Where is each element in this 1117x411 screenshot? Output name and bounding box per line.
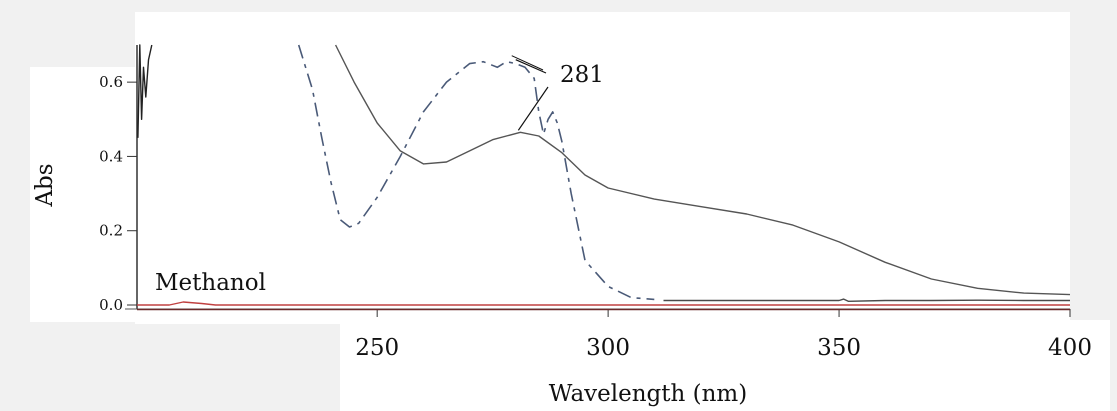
methanol-label: Methanol bbox=[155, 270, 266, 296]
series-line-3 bbox=[137, 44, 153, 138]
series-line-1 bbox=[297, 44, 655, 301]
annotation-peak-label: 281 bbox=[560, 62, 604, 88]
annotation-leader-dashed bbox=[515, 59, 547, 74]
annotation-layer: 281 Methanol bbox=[150, 55, 614, 296]
annotation-label-box bbox=[556, 58, 614, 88]
y-tick-label: 0.6 bbox=[99, 73, 123, 91]
methanol-label-box bbox=[150, 264, 330, 296]
y-tick-label: 0.2 bbox=[99, 222, 123, 240]
annotation-leader-dashed-2 bbox=[511, 55, 544, 71]
x-tick-label: 400 bbox=[1048, 335, 1092, 361]
x-axis-label: Wavelength (nm) bbox=[549, 381, 747, 407]
x-tick-label: 300 bbox=[586, 335, 630, 361]
x-tick-label: 250 bbox=[355, 335, 399, 361]
series-line-5 bbox=[137, 301, 1070, 306]
series-line-4 bbox=[663, 298, 1070, 302]
x-axis-panel bbox=[340, 320, 1110, 411]
y-tick-label: 0.4 bbox=[99, 147, 123, 165]
series-layer bbox=[137, 44, 1071, 311]
y-tick-label: 0.0 bbox=[99, 296, 123, 314]
series-line-2 bbox=[334, 44, 1071, 296]
annotation-leader-solid bbox=[517, 86, 549, 131]
y-axis-label: Abs bbox=[32, 163, 58, 207]
x-tick-label: 350 bbox=[817, 335, 861, 361]
